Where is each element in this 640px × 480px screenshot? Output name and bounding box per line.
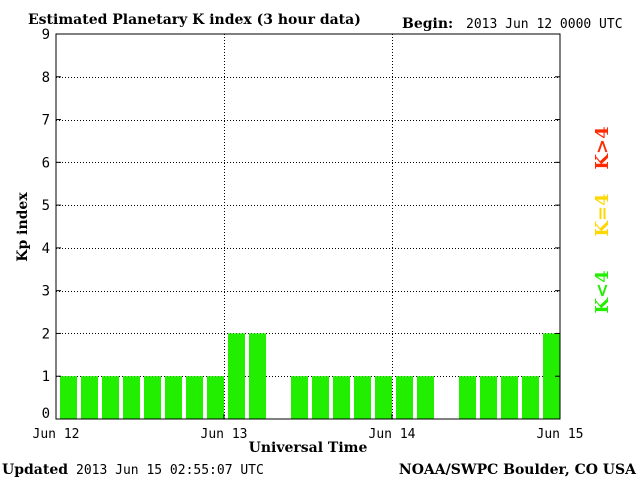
- y-tick-label: 5: [42, 198, 50, 214]
- y-tick-label: 1: [42, 369, 50, 385]
- kp-bar: [144, 376, 161, 419]
- kp-bar: [396, 376, 413, 419]
- kp-bar: [81, 376, 98, 419]
- begin-value: 2013 Jun 12 0000 UTC: [466, 17, 623, 32]
- y-tick-label: 9: [42, 27, 50, 43]
- y-tick-label: 4: [42, 241, 50, 257]
- source-credit: NOAA/SWPC Boulder, CO USA: [399, 462, 637, 478]
- legend-k-greater-4: K>4: [592, 126, 613, 169]
- kp-bar: [312, 376, 329, 419]
- kp-bar: [333, 376, 350, 419]
- x-tick-label: Jun 13: [201, 427, 248, 442]
- y-ticks: 0 1 2 3 4 5 6 7 8 9: [42, 27, 560, 422]
- kp-bar: [354, 376, 371, 419]
- kp-bar: [459, 376, 476, 419]
- x-ticks: Jun 12 Jun 13 Jun 14 Jun 15: [33, 414, 584, 442]
- kp-bar: [417, 376, 434, 419]
- x-tick-label: Jun 14: [369, 427, 416, 442]
- bars-group: [60, 333, 560, 419]
- y-tick-label: 7: [42, 113, 50, 129]
- x-tick-label: Jun 15: [537, 427, 584, 442]
- kp-bar: [228, 333, 245, 419]
- kp-bar: [207, 376, 224, 419]
- y-tick-label: 0: [42, 406, 50, 422]
- kp-bar: [522, 376, 539, 419]
- y-tick-label: 6: [42, 155, 50, 171]
- kp-bar: [543, 333, 560, 419]
- kp-bar: [186, 376, 203, 419]
- updated-label: Updated: [2, 462, 68, 478]
- begin-label: Begin:: [402, 16, 453, 32]
- legend-k-less-4: K<4: [592, 270, 613, 313]
- updated-value: 2013 Jun 15 02:55:07 UTC: [76, 463, 264, 478]
- kp-bar: [375, 376, 392, 419]
- kp-bar: [60, 376, 77, 419]
- kp-bar: [480, 376, 497, 419]
- x-tick-label: Jun 12: [33, 427, 80, 442]
- y-tick-label: 8: [42, 70, 50, 86]
- plot-frame: [55, 33, 561, 420]
- kp-bar: [501, 376, 518, 419]
- kp-bar: [165, 376, 182, 419]
- chart-title: Estimated Planetary K index (3 hour data…: [28, 12, 361, 28]
- x-axis-label: Universal Time: [249, 440, 368, 456]
- legend-k-equal-4: K=4: [592, 193, 613, 236]
- y-tick-label: 3: [42, 284, 50, 300]
- y-axis-label: Kp index: [15, 192, 31, 262]
- kp-bar: [291, 376, 308, 419]
- kp-bar: [123, 376, 140, 419]
- grid-lines: [56, 34, 560, 419]
- kp-bar: [102, 376, 119, 419]
- y-tick-label: 2: [42, 326, 50, 342]
- kp-bar: [249, 333, 266, 419]
